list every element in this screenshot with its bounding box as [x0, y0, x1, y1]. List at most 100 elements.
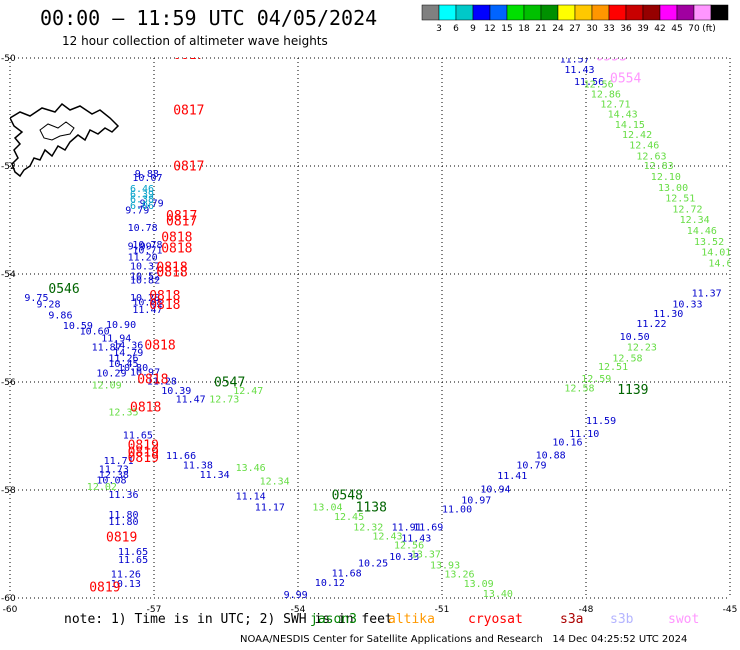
x-tick-label: -45 — [723, 605, 738, 615]
wave-height-label: 12.73 — [209, 395, 239, 406]
x-tick-label: -57 — [147, 605, 162, 615]
wave-height-label: 12.58 — [564, 384, 594, 395]
wave-height-label: 1138 — [356, 501, 387, 516]
wave-height-label: 10.80 — [118, 363, 148, 374]
colorbar-swatch — [642, 4, 661, 21]
wave-height-label: 12.56 — [394, 540, 424, 551]
y-tick-label: -52 — [1, 162, 16, 172]
wave-height-label: 14.46 — [687, 226, 717, 237]
colorbar-swatch — [557, 4, 576, 21]
wave-height-label: 11.41 — [497, 471, 527, 482]
colorbar-legend: 3 6 9 12 15 18 21 24 27 30 33 36 39 42 45 70 (ft) — [421, 4, 729, 34]
wave-height-label: 9.86 — [48, 310, 72, 321]
y-tick-label: -56 — [1, 378, 16, 388]
colorbar-swatch — [659, 4, 678, 21]
wave-height-label: 12.23 — [627, 343, 657, 354]
x-tick-label: -51 — [435, 605, 450, 615]
colorbar-label: 70 — [688, 24, 700, 34]
colorbar-label: 36 — [620, 24, 632, 34]
wave-height-label: 0817 — [173, 48, 204, 63]
wave-height-label: 14.01 — [701, 248, 731, 259]
wave-height-label: 10.52 — [130, 271, 160, 282]
wave-height-label: 10.88 — [132, 297, 162, 308]
wave-height-label: 11.14 — [236, 492, 266, 503]
wave-height-label: 10.08 — [96, 476, 126, 487]
wave-height-label: 13.93 — [430, 560, 460, 571]
wave-height-label: 10.71 — [132, 245, 162, 256]
wave-height-label: 11.73 — [99, 465, 129, 476]
colorbar-label: 24 — [552, 24, 564, 34]
wave-height-label: 11.57 — [560, 54, 590, 65]
colorbar-label: 42 — [654, 24, 665, 34]
wave-height-label: 12.34 — [260, 477, 290, 488]
wave-height-label: 11.66 — [166, 451, 196, 462]
wave-height-label: 11.69 — [413, 523, 443, 534]
colorbar-label: 3 — [436, 24, 442, 34]
wave-height-label: 0818 — [161, 231, 192, 246]
x-tick-label: -60 — [3, 605, 18, 615]
wave-height-label: 11.03 — [130, 50, 160, 61]
wave-height-label: 12.46 — [629, 141, 659, 152]
wave-height-label: 14.43 — [608, 109, 638, 120]
wave-height-label: 11.26 — [108, 353, 138, 364]
wave-height-label: 12.32 — [353, 523, 383, 534]
wave-height-label: 9.99 — [128, 242, 152, 253]
wave-height-label: 10.82 — [130, 276, 160, 287]
wave-height-label: 12.34 — [680, 215, 710, 226]
wave-height-label: 13.09 — [464, 579, 494, 590]
wave-height-label: 12.86 — [591, 89, 621, 100]
wave-height-label: 9.79 — [140, 199, 164, 210]
colorbar-swatch — [523, 4, 542, 21]
wave-height-label: 0819 — [128, 451, 159, 466]
wave-height-label: 10.88 — [536, 451, 566, 462]
wave-height-label: 0819 — [106, 530, 137, 545]
wave-height-label: 12.63 — [636, 152, 666, 163]
wave-height-label: 0818 — [144, 339, 175, 354]
colorbar-swatch — [472, 4, 491, 21]
wave-height-label: 0818 — [156, 260, 187, 275]
wave-height-label: 0818 — [149, 298, 180, 313]
wave-height-label: 12.59 — [581, 374, 611, 385]
wave-height-label: 13.46 — [236, 463, 266, 474]
wave-height-label: 9.99 — [284, 590, 308, 601]
wave-height-label: 10.45 — [108, 359, 138, 370]
wave-height-label: 0818 — [161, 241, 192, 256]
wave-height-label: 11.36 — [108, 490, 138, 501]
wave-height-label: 0819 — [128, 439, 159, 454]
wave-height-label: 13.26 — [444, 569, 474, 580]
colorbar-swatch — [421, 4, 440, 21]
y-tick-label: -54 — [1, 270, 16, 280]
wave-height-label: 0554 — [610, 71, 641, 86]
wave-height-label: 11.47 — [176, 395, 206, 406]
wave-height-label: 10.94 — [480, 485, 510, 496]
wave-height-label: 6.38 — [130, 195, 154, 206]
wave-height-label: 14.6 — [708, 258, 732, 269]
wave-height-label: 11.20 — [128, 253, 158, 264]
wave-height-label: 11.47 — [132, 305, 162, 316]
wave-height-label: 0819 — [128, 446, 159, 461]
wave-height-label: 0818 — [156, 266, 187, 281]
wave-height-label: 12.51 — [665, 194, 695, 205]
wave-height-label: 11.38 — [183, 460, 213, 471]
wave-height-label: 10.60 — [80, 326, 110, 337]
colorbar-swatch — [676, 4, 695, 21]
wave-height-label: 10.12 — [315, 578, 345, 589]
colorbar-label: 27 — [569, 24, 580, 34]
wave-height-label: 11.30 — [653, 309, 683, 320]
colorbar-label: 18 — [518, 24, 530, 34]
wave-height-label: 0548 — [332, 489, 363, 504]
page-title: 00:00 – 11:59 UTC 04/05/2024 — [40, 6, 378, 30]
wave-height-label: 12.51 — [598, 362, 628, 373]
y-tick-label: -60 — [1, 594, 16, 604]
wave-height-label: 9.88 — [135, 169, 159, 180]
wave-height-label: 10.28 — [130, 293, 160, 304]
wave-height-label: 0817 — [173, 159, 204, 174]
colorbar-swatch — [591, 4, 610, 21]
wave-height-label: 11.71 — [104, 456, 134, 467]
wave-height-label: 10.78 — [132, 240, 162, 251]
satellite-altika: altika — [388, 612, 435, 627]
wave-height-label: 10.33 — [672, 299, 702, 310]
colorbar-swatch — [506, 4, 525, 21]
wave-height-label: 12.47 — [233, 386, 263, 397]
wave-height-label: 11.37 — [692, 289, 722, 300]
